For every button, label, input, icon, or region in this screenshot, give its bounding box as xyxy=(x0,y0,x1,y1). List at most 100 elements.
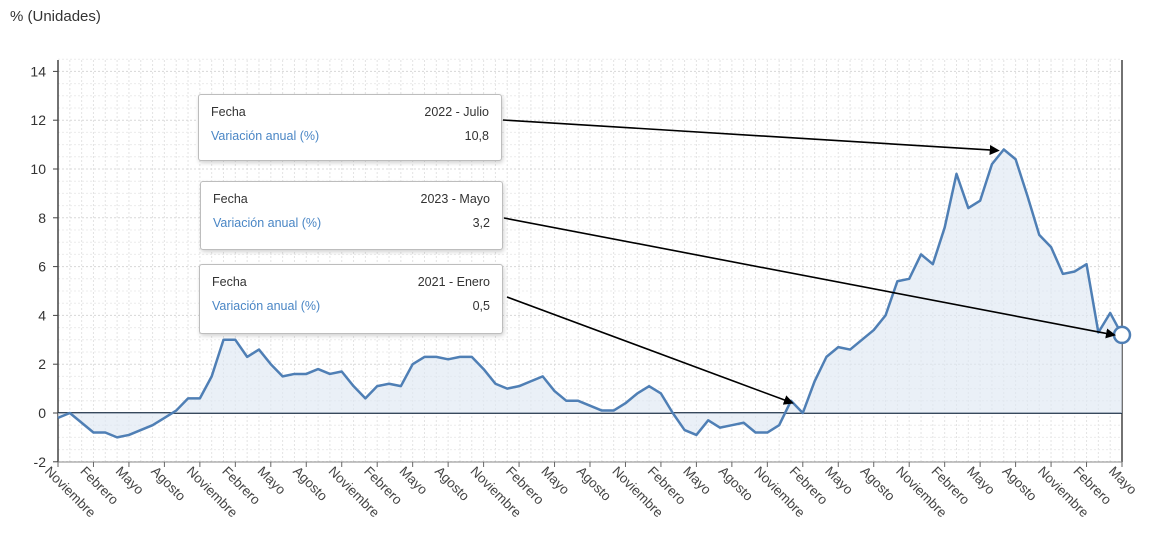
data-point xyxy=(636,392,638,394)
data-point xyxy=(423,356,425,358)
tooltip-mayo-2023: Fecha 2023 - Mayo Variación anual (%) 3,2 xyxy=(200,181,503,250)
tooltip-fecha-value: 2021 - Enero xyxy=(417,275,490,289)
data-point xyxy=(234,339,236,341)
data-point xyxy=(400,385,402,387)
data-point xyxy=(116,436,118,438)
data-point xyxy=(589,404,591,406)
data-point xyxy=(943,226,945,228)
tooltip-variacion-value: 10,8 xyxy=(464,129,489,143)
data-point xyxy=(802,412,804,414)
data-point xyxy=(778,424,780,426)
y-tick-label: -2 xyxy=(34,454,47,470)
y-tick-label: 8 xyxy=(38,210,46,226)
data-point xyxy=(1014,158,1016,160)
data-point xyxy=(293,373,295,375)
data-point xyxy=(270,363,272,365)
data-point xyxy=(1109,312,1111,314)
data-point xyxy=(1085,263,1087,265)
data-point xyxy=(57,417,59,419)
y-tick-label: 4 xyxy=(38,307,46,323)
data-point xyxy=(128,434,130,436)
x-tick-label: Agosto xyxy=(290,464,330,504)
data-point xyxy=(317,368,319,370)
data-point xyxy=(884,314,886,316)
data-point xyxy=(825,356,827,358)
x-tick-label: Agosto xyxy=(716,464,756,504)
data-point xyxy=(683,429,685,431)
y-tick-label: 0 xyxy=(38,405,46,421)
data-point xyxy=(1062,273,1064,275)
series-line xyxy=(57,148,1124,439)
data-point xyxy=(411,363,413,365)
data-point xyxy=(1026,195,1028,197)
data-point xyxy=(222,339,224,341)
tooltip-variacion-label: Variación anual (%) xyxy=(213,216,322,230)
y-tick-label: 6 xyxy=(38,259,46,275)
tooltip-variacion-value: 3,2 xyxy=(472,216,490,230)
data-point xyxy=(837,346,839,348)
data-point xyxy=(565,400,567,402)
x-tick-label: Agosto xyxy=(432,464,472,504)
data-point xyxy=(612,409,614,411)
data-point xyxy=(542,375,544,377)
annotation-arrow xyxy=(503,217,1116,339)
data-point xyxy=(979,200,981,202)
data-point xyxy=(754,431,756,433)
x-tick-label: Agosto xyxy=(858,464,898,504)
data-point xyxy=(766,431,768,433)
y-tick-label: 2 xyxy=(38,356,46,372)
data-point xyxy=(471,356,473,358)
data-point xyxy=(553,390,555,392)
tooltip-fecha-label: Fecha xyxy=(211,105,246,119)
annotation-arrow xyxy=(506,296,794,405)
data-point xyxy=(329,373,331,375)
data-point xyxy=(873,329,875,331)
data-point xyxy=(719,426,721,428)
data-point xyxy=(967,207,969,209)
data-point xyxy=(861,339,863,341)
x-tick-label: Agosto xyxy=(999,464,1039,504)
data-point xyxy=(376,385,378,387)
data-point xyxy=(281,375,283,377)
tooltip-fecha-value: 2023 - Mayo xyxy=(420,192,490,206)
data-point xyxy=(1050,246,1052,248)
data-point xyxy=(494,383,496,385)
data-point xyxy=(187,397,189,399)
data-point xyxy=(199,397,201,399)
data-point xyxy=(258,348,260,350)
data-point xyxy=(506,387,508,389)
tooltip-julio-2022: Fecha 2022 - Julio Variación anual (%) 10,… xyxy=(198,94,502,161)
tooltip-variacion-label: Variación anual (%) xyxy=(211,129,320,143)
data-point xyxy=(955,173,957,175)
tooltip-fecha-value: 2022 - Julio xyxy=(424,105,489,119)
tooltip-variacion-label: Variación anual (%) xyxy=(212,299,321,313)
data-point xyxy=(624,402,626,404)
data-point xyxy=(742,422,744,424)
x-tick-label: Agosto xyxy=(574,464,614,504)
data-point xyxy=(1038,234,1040,236)
data-point xyxy=(364,397,366,399)
data-point xyxy=(482,368,484,370)
data-point xyxy=(246,356,248,358)
data-point xyxy=(920,253,922,255)
highlight-point xyxy=(1112,325,1132,345)
data-point xyxy=(175,409,177,411)
tooltip-variacion-value: 0,5 xyxy=(472,299,490,313)
data-point xyxy=(341,370,343,372)
data-point xyxy=(459,356,461,358)
data-point xyxy=(932,263,934,265)
data-point xyxy=(908,278,910,280)
annotation-arrow xyxy=(502,119,1000,155)
data-point xyxy=(672,412,674,414)
tooltip-fecha-label: Fecha xyxy=(212,275,247,289)
y-tick-label: 10 xyxy=(30,161,46,177)
data-point xyxy=(163,417,165,419)
data-point xyxy=(140,429,142,431)
x-tick-label: Agosto xyxy=(148,464,188,504)
data-point xyxy=(104,431,106,433)
data-point xyxy=(601,409,603,411)
data-point xyxy=(648,385,650,387)
data-point xyxy=(660,392,662,394)
data-point xyxy=(210,375,212,377)
tooltip-enero-2021: Fecha 2021 - Enero Variación anual (%) 0,5 xyxy=(199,264,503,334)
